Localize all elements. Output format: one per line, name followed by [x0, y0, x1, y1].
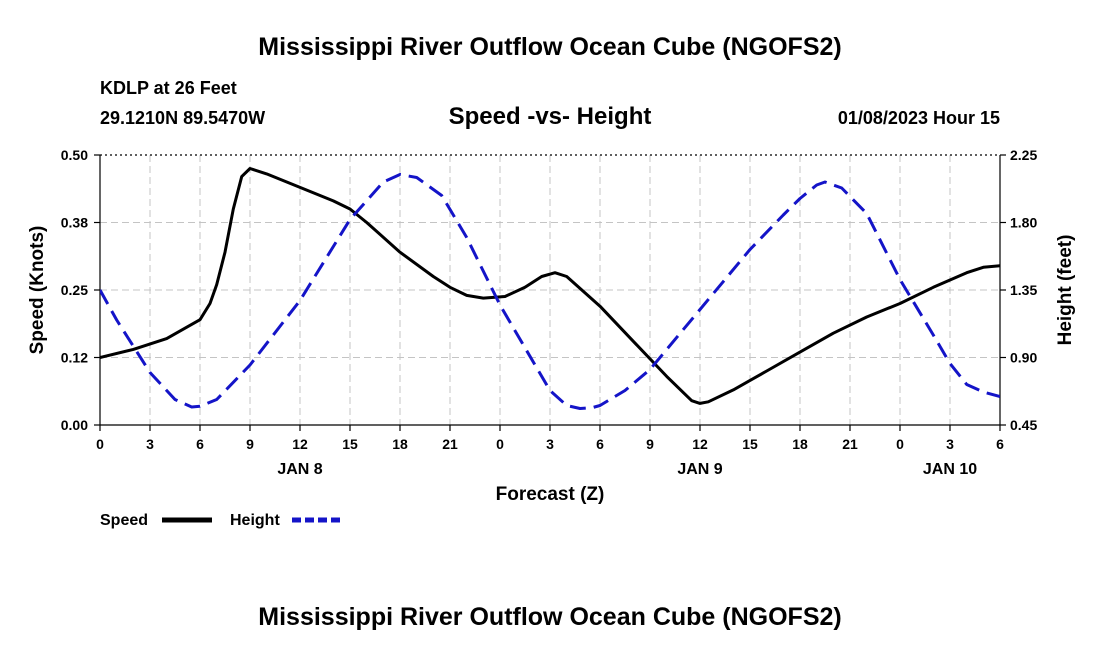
x-tick-label: 15 — [742, 436, 758, 452]
y-right-tick-label: 1.35 — [1010, 282, 1037, 298]
forecast-datetime: 01/08/2023 Hour 15 — [838, 108, 1000, 128]
station-label: KDLP at 26 Feet — [100, 78, 237, 98]
coordinates-label: 29.1210N 89.5470W — [100, 108, 265, 128]
y-right-tick-label: 0.45 — [1010, 417, 1037, 433]
legend-height-label: Height — [230, 512, 280, 529]
y-left-tick-label: 0.12 — [61, 350, 88, 366]
x-tick-label: 18 — [792, 436, 808, 452]
height-series-line — [100, 173, 1000, 410]
y-right-tick-label: 1.80 — [1010, 215, 1037, 231]
x-tick-label: 12 — [292, 436, 308, 452]
y-right-tick-label: 0.90 — [1010, 350, 1037, 366]
x-tick-label: 15 — [342, 436, 358, 452]
x-tick-label: 6 — [596, 436, 604, 452]
y-left-tick-label: 0.38 — [61, 215, 88, 231]
y-axis-left-title: Speed (Knots) — [27, 226, 48, 355]
x-tick-label: 21 — [442, 436, 458, 452]
plot-area: 0 3 6 9 12 15 18 21 0 3 6 9 12 15 18 21 0 3 6 0.00 0.12 0.25 0… — [61, 147, 1038, 478]
y-left-tick-label: 0.25 — [61, 282, 88, 298]
x-tick-label: 3 — [146, 436, 154, 452]
x-tick-label: 6 — [996, 436, 1004, 452]
legend: Speed Height — [100, 512, 342, 529]
footer-title: Mississippi River Outflow Ocean Cube (NG… — [258, 603, 841, 631]
y-right-tick-label: 2.25 — [1010, 147, 1037, 163]
y-left-tick-label: 0.00 — [61, 417, 88, 433]
legend-speed-label: Speed — [100, 512, 148, 529]
chart-subtitle: Speed -vs- Height — [449, 103, 652, 130]
x-tick-label: 6 — [196, 436, 204, 452]
x-tick-label: 3 — [946, 436, 954, 452]
x-tick-label: 3 — [546, 436, 554, 452]
x-tick-label: 0 — [96, 436, 104, 452]
x-axis-title: Forecast (Z) — [496, 484, 605, 505]
y-axis-right-title: Height (feet) — [1055, 235, 1076, 346]
day-label: JAN 10 — [923, 461, 977, 478]
day-label: JAN 8 — [277, 461, 322, 478]
x-tick-label: 0 — [896, 436, 904, 452]
chart-main-title: Mississippi River Outflow Ocean Cube (NG… — [258, 33, 841, 61]
y-left-tick-label: 0.50 — [61, 147, 88, 163]
x-tick-label: 21 — [842, 436, 858, 452]
day-label: JAN 9 — [677, 461, 722, 478]
x-tick-label: 12 — [692, 436, 708, 452]
speed-series-line — [100, 167, 1000, 405]
x-tick-label: 9 — [246, 436, 254, 452]
x-tick-label: 9 — [646, 436, 654, 452]
x-tick-label: 18 — [392, 436, 408, 452]
x-tick-label: 0 — [496, 436, 504, 452]
